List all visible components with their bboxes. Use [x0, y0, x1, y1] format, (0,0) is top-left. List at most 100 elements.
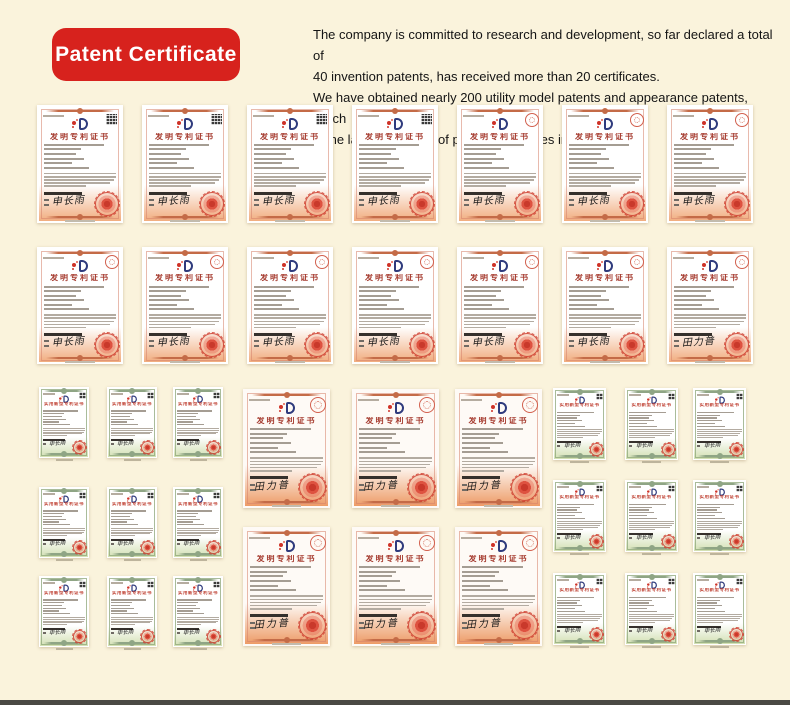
info-lines	[111, 410, 150, 426]
patent-certificate-thumbnail[interactable]: 发明专利证书 申长雨	[667, 105, 753, 223]
top-ornament	[463, 391, 534, 398]
text-line-bar	[673, 294, 707, 297]
logo-dots-icon	[387, 543, 392, 548]
patent-certificate-thumbnail[interactable]: 发明专利证书 申长雨	[457, 105, 543, 223]
cnipa-logo-icon	[282, 117, 298, 131]
signature-divider-bar	[111, 539, 133, 542]
text-line-bar	[43, 521, 60, 523]
top-ornament	[360, 249, 430, 256]
text-line-bar	[697, 610, 726, 612]
certificate-title: 发明专利证书	[155, 132, 215, 141]
patent-certificate-badge[interactable]: Patent Certificate	[52, 28, 240, 81]
patent-certificate-thumbnail[interactable]: 发明专利证书 申长雨	[457, 247, 543, 364]
patent-certificate-thumbnail[interactable]: 实用新型专利证书 申长雨	[173, 487, 223, 562]
patent-certificate-thumbnail[interactable]: 发明专利证书 田力普	[243, 389, 330, 508]
patent-certificate-thumbnail[interactable]: 发明专利证书 申长雨	[37, 105, 123, 223]
text-line-bar	[568, 148, 606, 151]
logo-d-icon	[497, 402, 507, 415]
patent-certificate-thumbnail[interactable]: 发明专利证书 申长雨	[142, 247, 228, 364]
text-line-bar	[358, 566, 421, 569]
top-ornament	[45, 249, 115, 256]
official-seal-icon	[406, 473, 436, 503]
signer-label-lines	[557, 445, 561, 451]
certificate-number-line	[696, 579, 710, 581]
top-ornament	[465, 249, 535, 256]
caption-line	[570, 553, 589, 556]
text-line-bar	[557, 599, 580, 601]
patent-certificate-thumbnail[interactable]: 实用新型专利证书 申长雨	[173, 576, 223, 651]
certificate-number-line	[176, 493, 189, 495]
patent-certificate-thumbnail[interactable]: 实用新型专利证书 申长雨	[107, 387, 157, 462]
patent-certificate-thumbnail[interactable]: 实用新型专利证书 申长雨	[553, 480, 606, 556]
patent-certificate-thumbnail[interactable]: 发明专利证书 申长雨	[247, 247, 333, 364]
corner-stamp-icon	[309, 397, 326, 414]
patent-certificate-thumbnail[interactable]: 发明专利证书 申长雨	[562, 247, 648, 364]
patent-certificate-thumbnail[interactable]: 发明专利证书 申长雨	[247, 105, 333, 223]
caption-line	[570, 646, 589, 649]
text-line-bar	[43, 535, 68, 537]
signer-label-lines	[697, 630, 701, 636]
patent-certificate-thumbnail[interactable]: 发明专利证书 田力普	[352, 389, 439, 508]
patent-certificate-thumbnail[interactable]: 实用新型专利证书 申长雨	[553, 388, 606, 464]
top-ornament	[360, 107, 430, 114]
caption-line	[483, 642, 514, 645]
certificate-number-line	[556, 486, 570, 488]
logo-d-icon	[578, 488, 585, 497]
text-line-bar	[177, 421, 194, 423]
abstract-lines	[253, 172, 327, 187]
patent-certificate-thumbnail[interactable]: 发明专利证书 田力普	[667, 247, 753, 364]
patent-certificate-thumbnail[interactable]: 实用新型专利证书 申长雨	[107, 576, 157, 651]
patent-certificate-thumbnail[interactable]: 发明专利证书 申长雨	[352, 247, 438, 364]
text-line-bar	[43, 166, 90, 169]
patent-certificate-thumbnail[interactable]: 实用新型专利证书 申长雨	[39, 387, 89, 462]
signature-divider-bar	[673, 332, 712, 336]
patent-certificate-thumbnail[interactable]: 实用新型专利证书 申长雨	[173, 387, 223, 462]
signer-label-lines	[629, 445, 633, 451]
logo-dots-icon	[278, 405, 283, 410]
patent-certificate-thumbnail[interactable]: 实用新型专利证书 申长雨	[39, 487, 89, 562]
patent-certificate-thumbnail[interactable]: 实用新型专利证书 申长雨	[693, 388, 746, 464]
abstract-lines	[568, 314, 642, 329]
cnipa-logo-icon	[714, 396, 725, 405]
signature-divider-bar	[177, 539, 199, 542]
top-ornament	[698, 573, 741, 580]
patent-certificate-thumbnail[interactable]: 实用新型专利证书 申长雨	[693, 480, 746, 556]
text-line-bar	[629, 529, 656, 531]
certificate-number-line	[461, 399, 482, 402]
text-line-bar	[111, 618, 153, 620]
logo-dots-icon	[574, 583, 578, 587]
patent-certificate-thumbnail[interactable]: 实用新型专利证书 申长雨	[625, 388, 678, 464]
patent-certificate-thumbnail[interactable]: 实用新型专利证书 申长雨	[625, 480, 678, 556]
certificate-number-line	[110, 393, 123, 395]
text-line-bar	[358, 320, 429, 323]
patent-certificate-thumbnail[interactable]: 发明专利证书 田力普	[243, 527, 330, 646]
text-line-bar	[463, 290, 501, 293]
patent-certificate-thumbnail[interactable]: 发明专利证书 申长雨	[352, 105, 438, 223]
text-line-bar	[463, 317, 537, 319]
patent-certificate-thumbnail[interactable]: 实用新型专利证书 申长雨	[625, 573, 678, 649]
logo-dots-icon	[490, 543, 495, 548]
patent-certificate-thumbnail[interactable]: 发明专利证书 申长雨	[562, 105, 648, 223]
top-ornament	[360, 391, 431, 398]
patent-certificate-thumbnail[interactable]: 实用新型专利证书 申长雨	[107, 487, 157, 562]
text-line-bar	[557, 431, 602, 433]
signer-label-lines	[177, 632, 180, 638]
signature-divider-bar	[461, 476, 501, 480]
patent-certificate-thumbnail[interactable]: 实用新型专利证书 申长雨	[39, 576, 89, 651]
text-line-bar	[253, 326, 296, 329]
patent-certificate-thumbnail[interactable]: 发明专利证书 申长雨	[37, 247, 123, 364]
text-line-bar	[568, 166, 615, 169]
logo-d-icon	[604, 117, 613, 130]
patent-certificate-thumbnail[interactable]: 发明专利证书 田力普	[455, 527, 542, 646]
official-seal-icon	[509, 473, 539, 503]
abstract-lines	[253, 314, 327, 329]
patent-certificate-thumbnail[interactable]: 发明专利证书 田力普	[455, 389, 542, 508]
patent-certificate-thumbnail[interactable]: 发明专利证书 田力普	[352, 527, 439, 646]
patent-certificate-thumbnail[interactable]: 实用新型专利证书 申长雨	[693, 573, 746, 649]
abstract-lines	[461, 457, 536, 472]
patent-certificate-thumbnail[interactable]: 实用新型专利证书 申长雨	[553, 573, 606, 649]
logo-d-icon	[197, 495, 203, 504]
info-lines	[697, 503, 738, 519]
patent-certificate-thumbnail[interactable]: 发明专利证书 申长雨	[142, 105, 228, 223]
bottom-ornament	[558, 545, 601, 552]
